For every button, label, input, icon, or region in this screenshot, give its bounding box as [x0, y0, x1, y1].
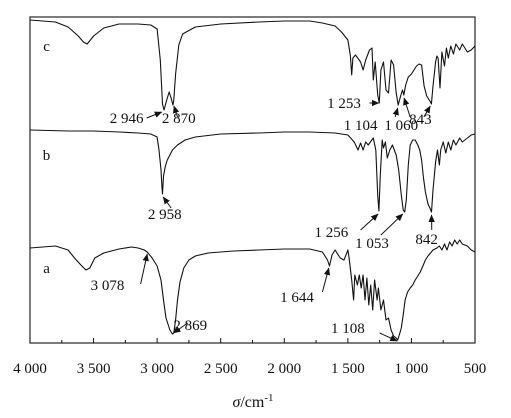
peak-label: 1 644 — [280, 290, 314, 306]
peak-label: 843 — [409, 112, 432, 128]
annotation-arrow — [173, 105, 180, 118]
annotation-arrow — [360, 213, 379, 231]
annotation-arrow — [423, 105, 431, 118]
peak-label: 1 108 — [331, 321, 365, 337]
annotation-arrow — [392, 107, 399, 118]
series-a-line — [29, 239, 476, 341]
peak-label: 1 104 — [344, 118, 378, 134]
spectra-series — [29, 19, 476, 341]
annotation-arrow — [403, 97, 411, 118]
peak-label: 3 078 — [91, 278, 125, 294]
x-tick-label: 3 000 — [140, 361, 174, 377]
peak-label: 2 958 — [148, 207, 182, 223]
x-tick-label: 1 500 — [331, 361, 365, 377]
curve-labels: c b a — [43, 39, 51, 277]
annotation-arrow — [173, 322, 188, 334]
peak-label: 2 946 — [110, 111, 144, 127]
peak-label: 2 869 — [173, 318, 207, 334]
plot-frame — [29, 16, 476, 344]
x-tick-label: 1 000 — [395, 361, 429, 377]
annotation-arrow — [380, 213, 404, 236]
peak-label: 1 060 — [384, 118, 418, 134]
x-axis-ticks: 4 000 3 500 3 000 2 500 2 000 1 500 1 000 500 — [13, 338, 486, 377]
annotation-arrow — [146, 111, 163, 119]
x-tick-label: 2 000 — [267, 361, 301, 377]
x-axis-title: σ/cm-1 — [232, 392, 273, 411]
series-b-line — [29, 129, 476, 213]
annotation-arrow — [140, 253, 149, 285]
curve-label-a: a — [43, 261, 50, 277]
series-c-line — [29, 19, 476, 111]
peak-label: 2 870 — [162, 111, 196, 127]
annotation-arrow — [321, 267, 331, 293]
x-tick-label: 3 500 — [77, 361, 111, 377]
peak-label: 1 256 — [314, 225, 348, 241]
curve-label-b: b — [43, 148, 51, 164]
x-tick-label: 2 500 — [204, 361, 238, 377]
peak-label: 1 053 — [355, 236, 389, 252]
peak-label: 842 — [415, 232, 438, 248]
x-tick-label: 4 000 — [13, 361, 47, 377]
x-tick-label: 500 — [464, 361, 487, 377]
curve-label-c: c — [43, 39, 50, 55]
annotation-arrow — [379, 332, 398, 342]
peak-label: 1 253 — [327, 96, 361, 112]
annotation-arrow — [162, 196, 172, 209]
